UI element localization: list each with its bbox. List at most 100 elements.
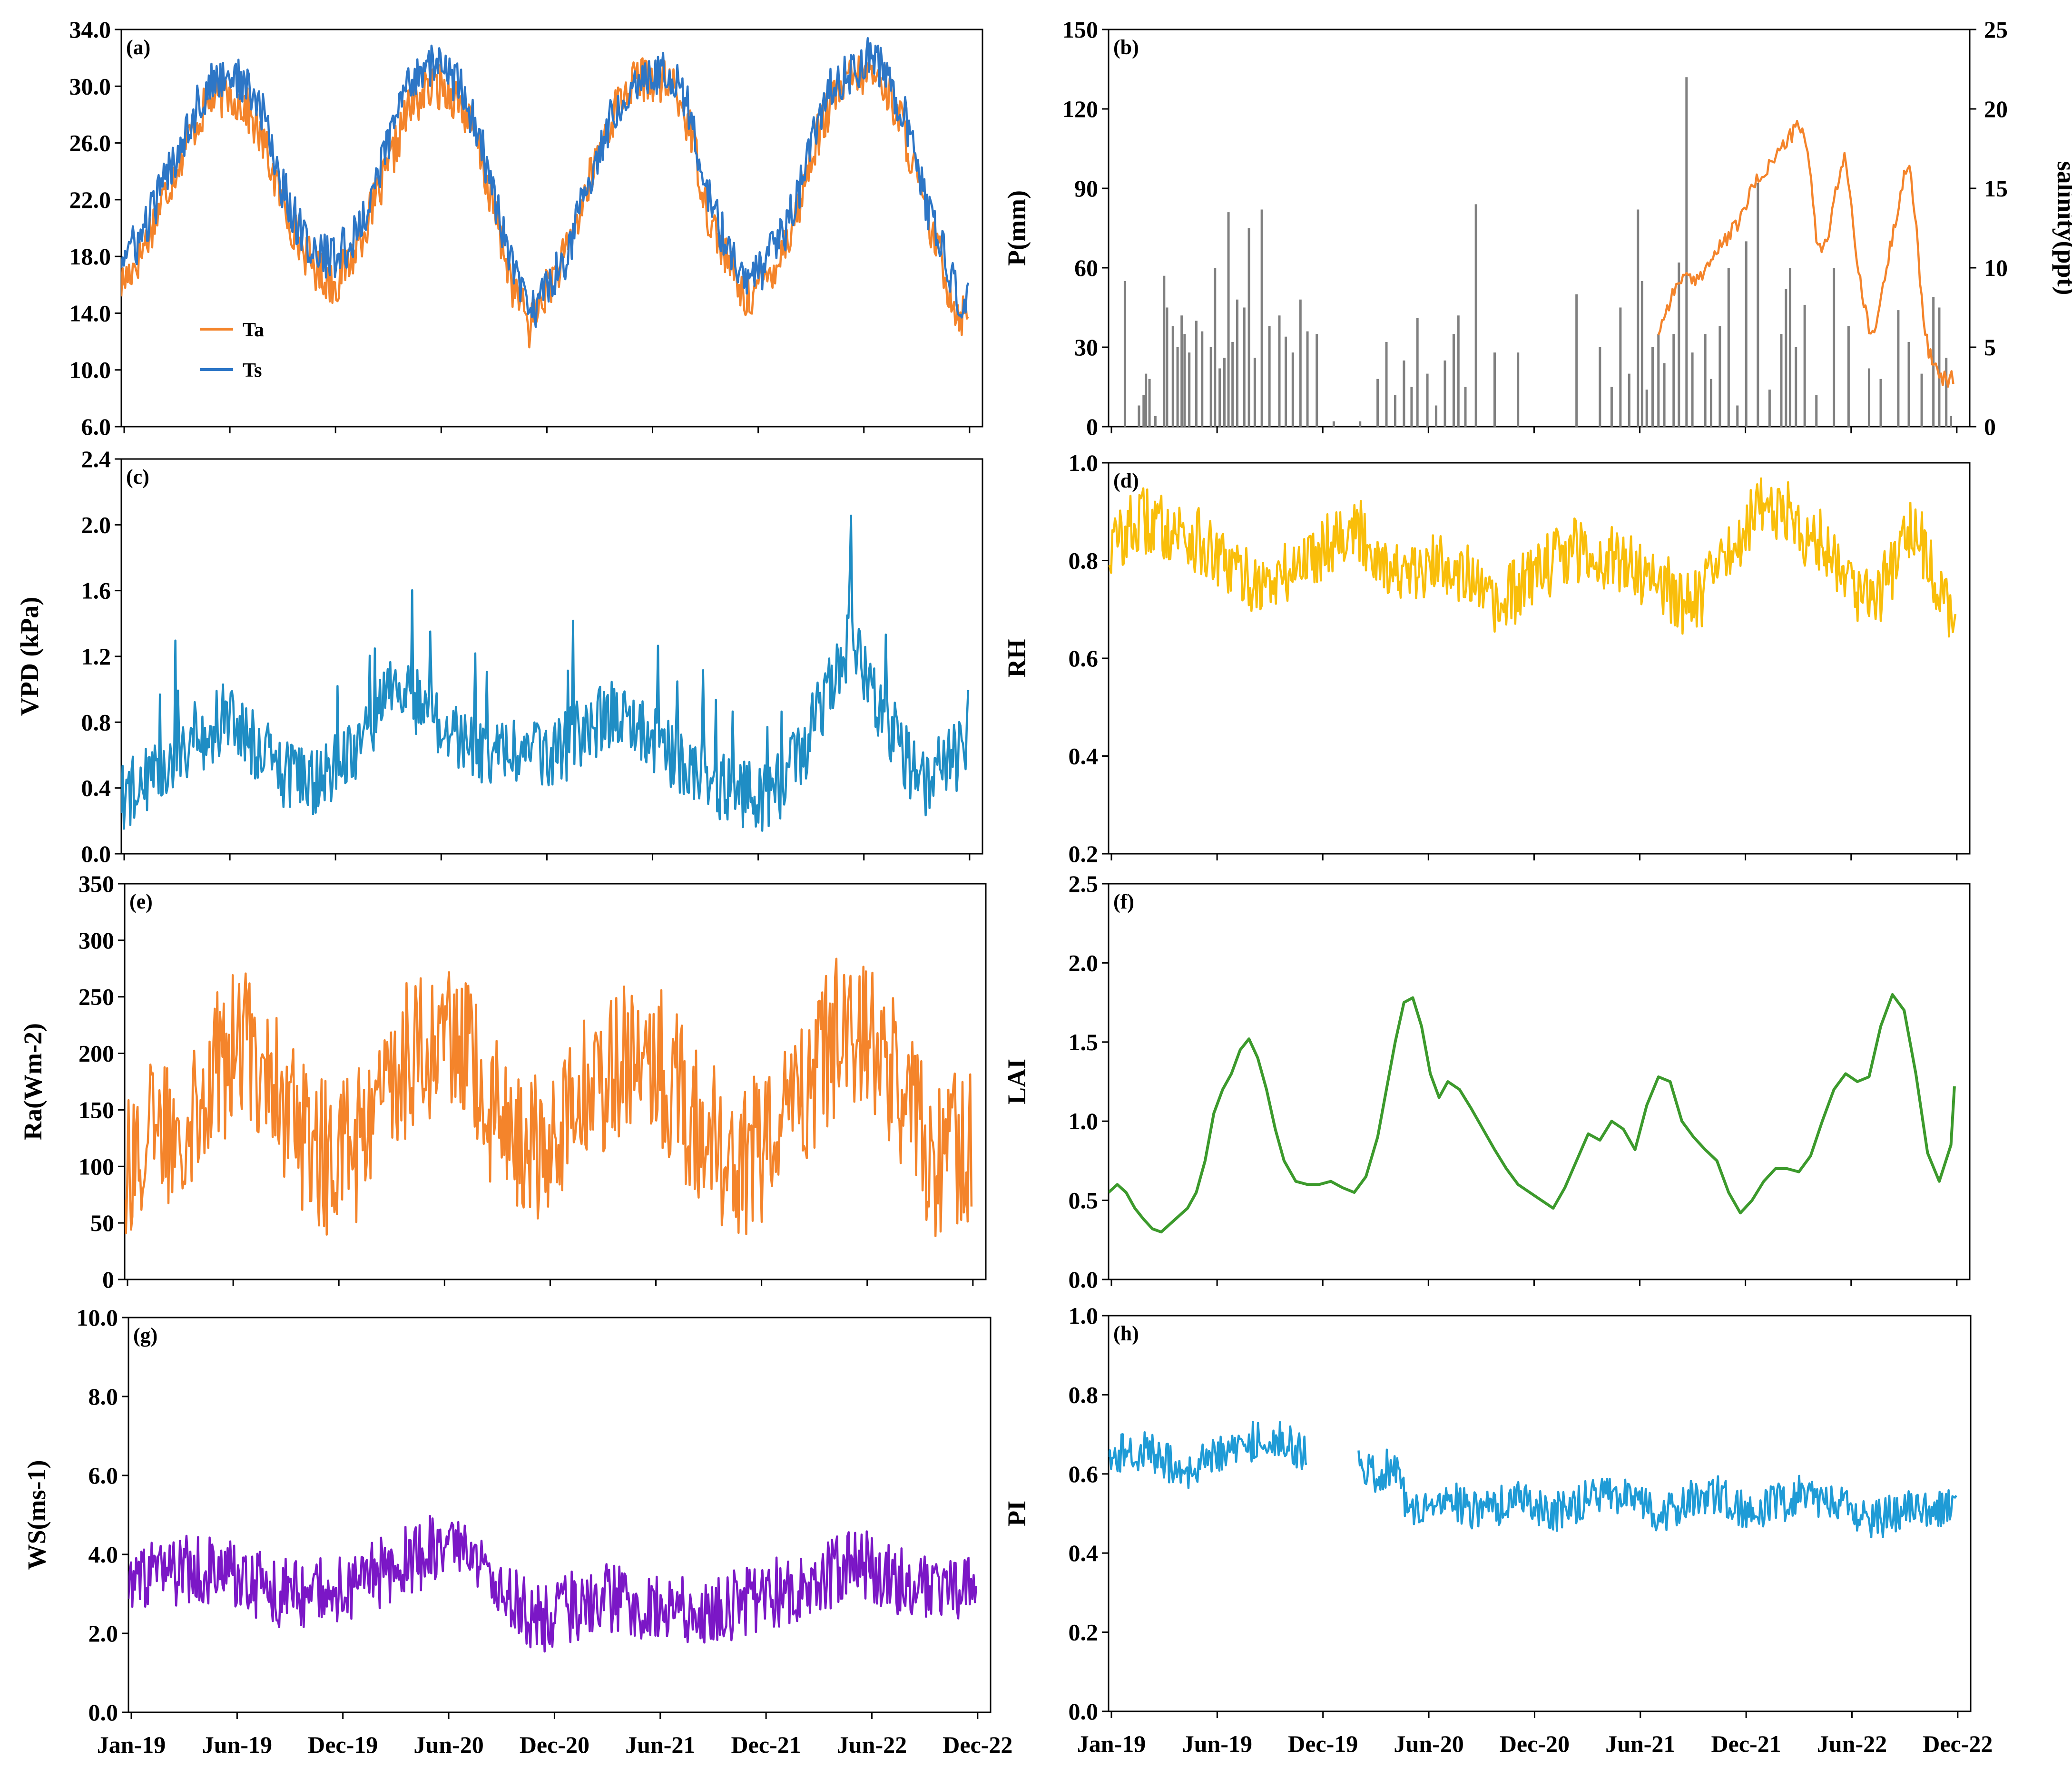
y-tick-label: 1.0 [1069, 1108, 1099, 1134]
y-tick-label: 50 [90, 1210, 114, 1236]
y-tick-label: 26.0 [69, 130, 111, 156]
y-tick-label: 100 [79, 1153, 114, 1180]
y-tick-label: 2.4 [81, 446, 111, 472]
y-tick-label: 250 [79, 984, 114, 1010]
y-axis-label: VPD (kPa) [15, 597, 44, 716]
x-tick-label: Dec-22 [943, 1731, 1012, 1758]
x-tick-label: Jun-22 [1817, 1730, 1887, 1757]
plot-frame [1108, 883, 1971, 1280]
y-tick-label: 30.0 [69, 73, 111, 99]
x-tick-label: Jan-19 [97, 1731, 166, 1758]
y2-tick-label: 10 [1984, 254, 2008, 281]
x-tick-label: Dec-19 [1288, 1730, 1358, 1757]
plot-area [121, 514, 970, 832]
y2-tick-label: 25 [1984, 16, 2008, 43]
x-tick-label: Dec-21 [1711, 1730, 1781, 1757]
panel-h: 0.0 0.2 0.4 0.6 0.8 1.0 PI (h) [1002, 1302, 1972, 1725]
y-tick-label: 6.0 [88, 1462, 118, 1489]
y-tick-label: 30 [1074, 334, 1098, 361]
series-line-pi [1109, 1421, 1957, 1539]
panel-label: (f) [1113, 890, 1134, 913]
panel-d: 0.2 0.4 0.6 0.8 1.0 RH (d) [1002, 449, 1971, 867]
plot-frame [124, 883, 987, 1280]
series-line-vpd [121, 514, 970, 832]
y-tick-label: 150 [79, 1096, 114, 1123]
legend-label: Ta [243, 319, 264, 341]
x-tick-label: Jun-20 [1394, 1730, 1463, 1757]
y-tick-label: 1.2 [81, 643, 111, 670]
x-tick-label: Jan-19 [1077, 1730, 1146, 1757]
y-axis-label: RH [1002, 639, 1031, 678]
x-tick-label: Dec-21 [731, 1731, 801, 1758]
x-tick-label: Jun-20 [413, 1731, 483, 1758]
plot-frame [1108, 462, 1971, 855]
y2-tick-label: 20 [1984, 96, 2008, 122]
y-tick-label: 6.0 [81, 413, 111, 440]
y-tick-label: 1.5 [1069, 1029, 1099, 1055]
x-tick-label: Jun-21 [1605, 1730, 1675, 1757]
x-tick-label: Dec-19 [308, 1731, 378, 1758]
y-tick-label: 2.5 [1069, 870, 1099, 897]
panel-label: (h) [1113, 1322, 1139, 1345]
y-tick-label: 0.0 [81, 840, 111, 867]
plot-area [121, 37, 970, 349]
y-tick-label: 4.0 [88, 1541, 118, 1568]
y-tick-label: 0.2 [1069, 840, 1099, 867]
panel-g: 0.0 2.0 4.0 6.0 8.0 10.0 WS(ms-1) (g) [22, 1304, 992, 1726]
y-tick-label: 0.0 [88, 1699, 118, 1726]
series-line-ta [121, 52, 969, 349]
y2-tick-label: 5 [1984, 334, 1996, 361]
y-tick-label: 90 [1074, 175, 1098, 202]
y-tick-label: 0.2 [1069, 1619, 1099, 1646]
y-tick-label: 10.0 [69, 357, 111, 383]
y-tick-label: 14.0 [69, 300, 111, 326]
panel-label: (e) [129, 890, 153, 913]
x-tick-label: Jun-21 [625, 1731, 695, 1758]
panel-label: (c) [126, 465, 149, 488]
panel-label: (d) [1113, 469, 1139, 492]
y-tick-label: 0.8 [81, 709, 111, 735]
y-tick-label: 0.0 [1069, 1698, 1099, 1725]
panel-label: (b) [1113, 36, 1139, 59]
y-axis-label: P(mm) [1002, 190, 1031, 266]
y-tick-label: 2.0 [81, 511, 111, 538]
y-axis-label: LAI [1002, 1059, 1031, 1104]
y-tick-label: 10.0 [77, 1304, 118, 1331]
x-tick-label: Jun-22 [837, 1731, 907, 1758]
y-tick-label: 0.0 [1069, 1266, 1099, 1293]
plot-area [125, 957, 973, 1237]
y-tick-label: 60 [1074, 254, 1098, 281]
plot-frame [1108, 29, 1971, 428]
y-tick-label: 150 [1062, 16, 1098, 43]
y-tick-label: 0 [1086, 413, 1098, 440]
x-tick-label: Dec-20 [1500, 1730, 1570, 1757]
y-tick-label: 0.4 [1069, 1540, 1099, 1566]
y-tick-label: 120 [1062, 96, 1098, 122]
y-tick-label: 300 [79, 927, 114, 954]
plot-frame [1108, 1315, 1972, 1712]
panel-label: (g) [133, 1324, 157, 1347]
y2-tick-label: 15 [1984, 175, 2008, 202]
plot-area [1109, 477, 1957, 638]
panel-b: 0 30 60 90 120 150 0 5 10 15 20 25 salinity(ppt) P(mm… [1002, 16, 2072, 440]
y-tick-label: 22.0 [69, 186, 111, 213]
y-tick-label: 1.6 [81, 577, 111, 604]
plot-area [1109, 1421, 1957, 1539]
x-tick-label: Dec-22 [1923, 1730, 1993, 1757]
x-tick-label: Jun-19 [1182, 1730, 1252, 1757]
y-axis-label: Ra(Wm-2) [19, 1023, 47, 1140]
series-line-lai [1109, 993, 1956, 1234]
y-tick-label: 0.4 [81, 775, 111, 801]
y-axis-label: PI [1002, 1501, 1031, 1526]
plot-frame [120, 29, 983, 428]
y-tick-label: 0.6 [1069, 645, 1099, 672]
plot-area [1123, 77, 1954, 427]
y-tick-label: 34.0 [69, 16, 111, 43]
series-line-ws [128, 1514, 978, 1653]
series-line-ra [125, 957, 973, 1237]
panel-e: 0 50 100 150 200 250 300 350 Ra(Wm-2) (e) [19, 870, 987, 1293]
x-tick-label: Jun-19 [202, 1731, 272, 1758]
series-line-salinity [1657, 120, 1954, 388]
y-tick-label: 200 [79, 1040, 114, 1067]
